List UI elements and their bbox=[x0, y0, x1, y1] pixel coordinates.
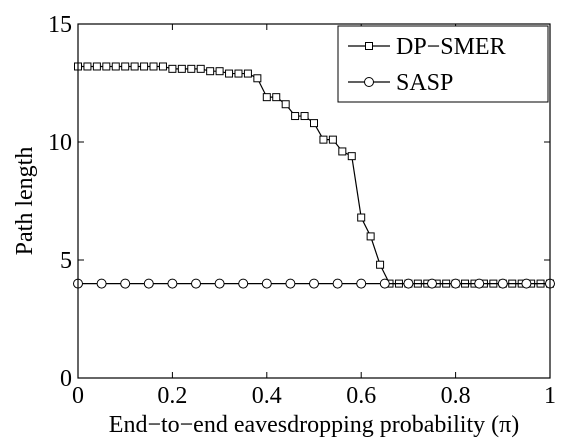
data-point-circle bbox=[364, 77, 374, 87]
legend-entry: SASP bbox=[348, 70, 453, 96]
data-point-circle bbox=[238, 278, 249, 289]
data-point-square bbox=[130, 62, 139, 71]
data-point-square bbox=[281, 100, 290, 109]
y-tick-label: 15 bbox=[48, 12, 72, 38]
data-point-circle bbox=[285, 278, 296, 289]
data-point-square bbox=[366, 232, 375, 241]
data-point-square bbox=[149, 62, 158, 71]
data-point-circle bbox=[120, 278, 131, 289]
data-point-square bbox=[196, 64, 205, 73]
data-point-square bbox=[310, 119, 318, 128]
data-point-square bbox=[328, 135, 337, 144]
plot-frame bbox=[77, 23, 551, 379]
data-point-square bbox=[338, 147, 347, 156]
data-point-square bbox=[225, 69, 234, 78]
data-point-circle bbox=[167, 278, 178, 289]
data-point-square bbox=[111, 62, 120, 71]
data-point-square bbox=[253, 74, 262, 83]
data-point-square bbox=[158, 62, 167, 71]
series-circle bbox=[73, 278, 555, 289]
legend-items: DP−SMER SASP bbox=[348, 34, 506, 96]
data-point-square bbox=[187, 64, 196, 73]
y-tick-label: 0 bbox=[60, 366, 72, 392]
data-point-square bbox=[272, 93, 281, 102]
data-point-circle bbox=[474, 278, 485, 289]
data-point-square bbox=[177, 64, 186, 73]
data-point-square bbox=[347, 152, 356, 161]
series-layer bbox=[73, 62, 555, 289]
x-tick-label: 0.4 bbox=[252, 383, 282, 409]
y-axis-label: Path length bbox=[12, 147, 38, 256]
data-point-square bbox=[291, 112, 300, 121]
data-point-circle bbox=[261, 278, 272, 289]
data-point-square bbox=[365, 42, 373, 50]
data-point-square bbox=[243, 69, 252, 78]
data-point-square bbox=[319, 135, 328, 144]
data-point-circle bbox=[497, 278, 508, 289]
data-point-circle bbox=[332, 278, 343, 289]
data-point-circle bbox=[143, 278, 154, 289]
legend: DP−SMER SASP bbox=[337, 25, 549, 103]
data-point-circle bbox=[356, 278, 367, 289]
data-point-circle bbox=[427, 278, 437, 289]
data-point-square bbox=[140, 62, 149, 71]
data-point-circle bbox=[309, 278, 319, 289]
data-point-square bbox=[92, 62, 101, 71]
data-point-square bbox=[206, 67, 215, 76]
legend-label: DP−SMER bbox=[396, 34, 506, 60]
data-point-square bbox=[102, 62, 111, 71]
data-point-square bbox=[357, 213, 366, 222]
data-point-square bbox=[83, 62, 92, 71]
data-point-square bbox=[121, 62, 130, 71]
y-tick-label: 5 bbox=[60, 248, 72, 274]
data-point-square bbox=[300, 112, 309, 121]
x-tick-label: 0.2 bbox=[157, 383, 187, 409]
data-point-square bbox=[215, 67, 224, 76]
x-axis-label: End−to−end eavesdropping probability (π) bbox=[109, 412, 519, 438]
legend-label: SASP bbox=[396, 70, 453, 96]
x-tick-label: 1 bbox=[544, 383, 556, 409]
data-point-circle bbox=[450, 278, 461, 289]
data-point-square bbox=[262, 93, 271, 102]
legend-box bbox=[337, 25, 549, 103]
data-point-circle bbox=[521, 278, 532, 289]
y-tick-label: 10 bbox=[48, 130, 72, 156]
data-point-circle bbox=[96, 278, 107, 289]
data-point-circle bbox=[191, 278, 201, 289]
x-tick-label: 0.6 bbox=[346, 383, 376, 409]
data-point-circle bbox=[214, 278, 225, 289]
data-point-square bbox=[168, 64, 177, 73]
data-point-square bbox=[234, 69, 243, 78]
data-point-circle bbox=[379, 278, 390, 289]
x-tick-label: 0 bbox=[72, 383, 84, 409]
data-point-circle bbox=[403, 278, 414, 289]
data-point-square bbox=[376, 260, 385, 269]
x-tick-label: 0.8 bbox=[441, 383, 471, 409]
legend-entry: DP−SMER bbox=[348, 34, 506, 60]
